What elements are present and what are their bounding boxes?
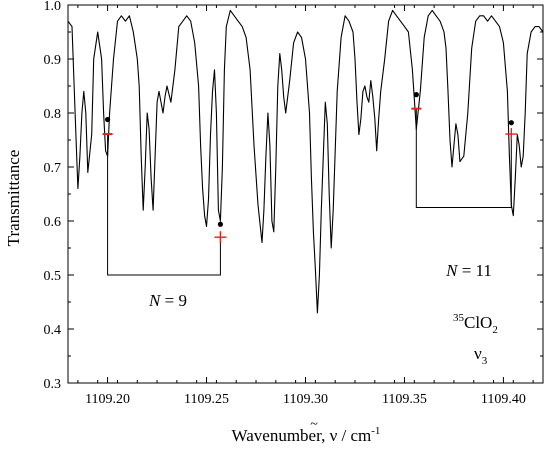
x-tick-label: 1109.40 — [481, 392, 526, 407]
x-axis-label-unit-exponent: -1 — [371, 425, 380, 437]
y-tick-label: 0.8 — [44, 107, 62, 122]
label-n9-value: = 9 — [160, 291, 187, 310]
tick-layer: 0.3 0.4 0.5 0.6 0.7 0.8 0.9 1.0 1109.20 1109.25 11… — [44, 0, 543, 407]
x-tick-label: 1109.35 — [382, 392, 427, 407]
assignment-dot — [508, 120, 514, 126]
y-tick-label: 1.0 — [44, 0, 62, 14]
label-n9-symbol: N — [148, 291, 162, 310]
x-tick-label: 1109.20 — [85, 392, 130, 407]
label-molecule: 35ClO2 — [453, 312, 498, 336]
mode-subscript: 3 — [482, 355, 488, 367]
label-n11-symbol: N — [445, 261, 459, 280]
molecule-formula: ClO — [464, 313, 492, 332]
bracket-layer — [107, 108, 512, 276]
x-tick-label: 1109.30 — [283, 392, 328, 407]
assignment-dot — [104, 116, 111, 123]
x-axis-label-unit: / cm — [337, 426, 371, 445]
molecule-mass-number: 35 — [453, 312, 465, 324]
bracket-1 — [415, 108, 512, 208]
data-layer — [67, 9, 544, 314]
label-n-equals-9: N = 9 — [148, 291, 187, 310]
y-tick-label: 0.9 — [44, 53, 62, 68]
x-axis-label: Wavenumber, ν / cm-1 — [232, 425, 381, 445]
label-n-equals-11: N = 11 — [445, 261, 492, 280]
x-axis-label-symbol: ν — [330, 426, 338, 445]
y-tick-label: 0.6 — [44, 215, 62, 230]
label-vibrational-mode: ν3 — [474, 344, 488, 367]
y-tick-label: 0.3 — [44, 377, 62, 392]
plot-frame — [67, 4, 544, 384]
spectrum-line-0 — [67, 9, 544, 314]
label-n11-value: = 11 — [457, 261, 491, 280]
y-tick-label: 0.7 — [44, 161, 62, 176]
mode-symbol: ν — [474, 344, 482, 363]
y-tick-label: 0.4 — [44, 323, 62, 338]
x-tick-label: 1109.25 — [184, 392, 229, 407]
assignment-dot — [217, 221, 223, 227]
x-axis-label-main: Wavenumber, — [232, 426, 330, 445]
wavenumber-tilde: ~ — [310, 417, 318, 432]
assignment-dot — [413, 92, 419, 98]
y-axis-label: Transmittance — [4, 150, 23, 247]
y-tick-label: 0.5 — [44, 269, 62, 284]
bracket-0 — [107, 134, 221, 276]
marker-layer — [102, 92, 518, 244]
molecule-subscript: 2 — [492, 324, 498, 336]
